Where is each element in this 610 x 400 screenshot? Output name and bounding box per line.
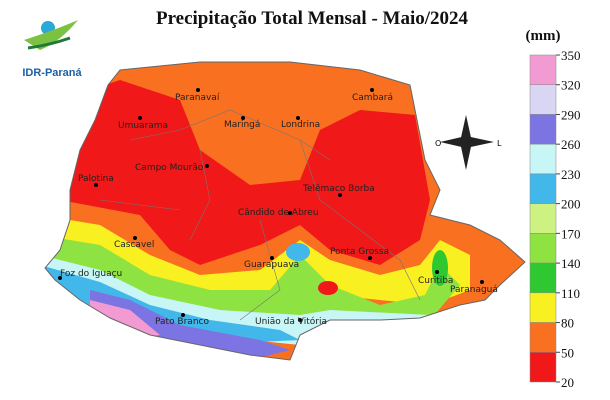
city-label: Curitiba xyxy=(418,276,453,286)
city-label: Paranaguá xyxy=(450,285,498,295)
city-marker xyxy=(181,313,185,317)
legend-label: 290 xyxy=(561,107,581,122)
region-borders xyxy=(99,109,421,321)
legend-label: 350 xyxy=(561,48,581,63)
legend-label: 20 xyxy=(561,375,574,390)
legend-swatch xyxy=(529,262,557,294)
city-label: Telêmaco Borba xyxy=(302,183,375,194)
legend-swatch xyxy=(529,54,557,85)
compass-west: O xyxy=(435,139,441,148)
city-marker xyxy=(435,270,439,274)
legend-swatch xyxy=(529,114,557,145)
legend-label: 200 xyxy=(561,197,581,212)
city-label: Pato Branco xyxy=(155,317,209,327)
logo: IDR-Paraná xyxy=(22,20,83,79)
legend-swatch xyxy=(529,173,557,204)
legend-label: 260 xyxy=(561,137,581,152)
city-marker xyxy=(270,256,274,260)
city-label: Foz do Iguaçu xyxy=(60,269,122,279)
city-marker xyxy=(94,183,98,187)
city-label: Palotina xyxy=(78,174,114,184)
city-marker xyxy=(480,280,484,284)
legend-label: 170 xyxy=(561,226,581,241)
legend-swatch xyxy=(529,143,557,175)
legend-label: 230 xyxy=(561,167,581,182)
city-label: Cambará xyxy=(352,93,393,103)
city-marker xyxy=(196,88,200,92)
title: Precipitação Total Mensal - Maio/2024 xyxy=(156,8,469,29)
city-label: Campo Mourão xyxy=(135,163,204,173)
city-label: Maringá xyxy=(224,120,260,130)
compass: O L xyxy=(435,115,502,170)
logo-text: IDR-Paraná xyxy=(22,67,82,79)
city-label: Londrina xyxy=(281,120,320,130)
state-outline xyxy=(44,61,526,361)
legend-label: 110 xyxy=(561,286,580,301)
legend-swatch xyxy=(529,352,557,383)
legend-label: 80 xyxy=(561,316,574,331)
legend-swatch xyxy=(529,203,557,234)
legend-label: 50 xyxy=(561,345,574,360)
city-marker xyxy=(368,256,372,260)
city-marker xyxy=(138,116,142,120)
city-marker xyxy=(58,276,62,280)
legend-label: 320 xyxy=(561,78,581,93)
legend-swatch xyxy=(529,84,557,115)
city-label: Cascavel xyxy=(114,240,154,250)
legend-label: 140 xyxy=(561,256,581,271)
city-marker xyxy=(298,318,302,322)
legend-swatch xyxy=(529,233,557,264)
city-marker xyxy=(288,211,292,215)
city-marker xyxy=(241,116,245,120)
city-label: Paranavaí xyxy=(175,93,220,103)
legend-swatch xyxy=(529,322,557,353)
city-label: Ponta Grossa xyxy=(330,247,389,257)
city-marker xyxy=(370,88,374,92)
city-marker xyxy=(205,164,209,168)
compass-east: L xyxy=(497,139,502,148)
city-marker xyxy=(133,236,137,240)
city-marker xyxy=(296,116,300,120)
legend-swatch xyxy=(529,292,557,323)
unit: (mm) xyxy=(526,28,561,44)
city-marker xyxy=(338,193,342,197)
city-label: Cândido de Abreu xyxy=(238,208,319,218)
city-label: Guarapuava xyxy=(244,260,299,270)
city-label: União da Vitória xyxy=(255,316,327,327)
city-label: Umuarama xyxy=(118,121,168,131)
